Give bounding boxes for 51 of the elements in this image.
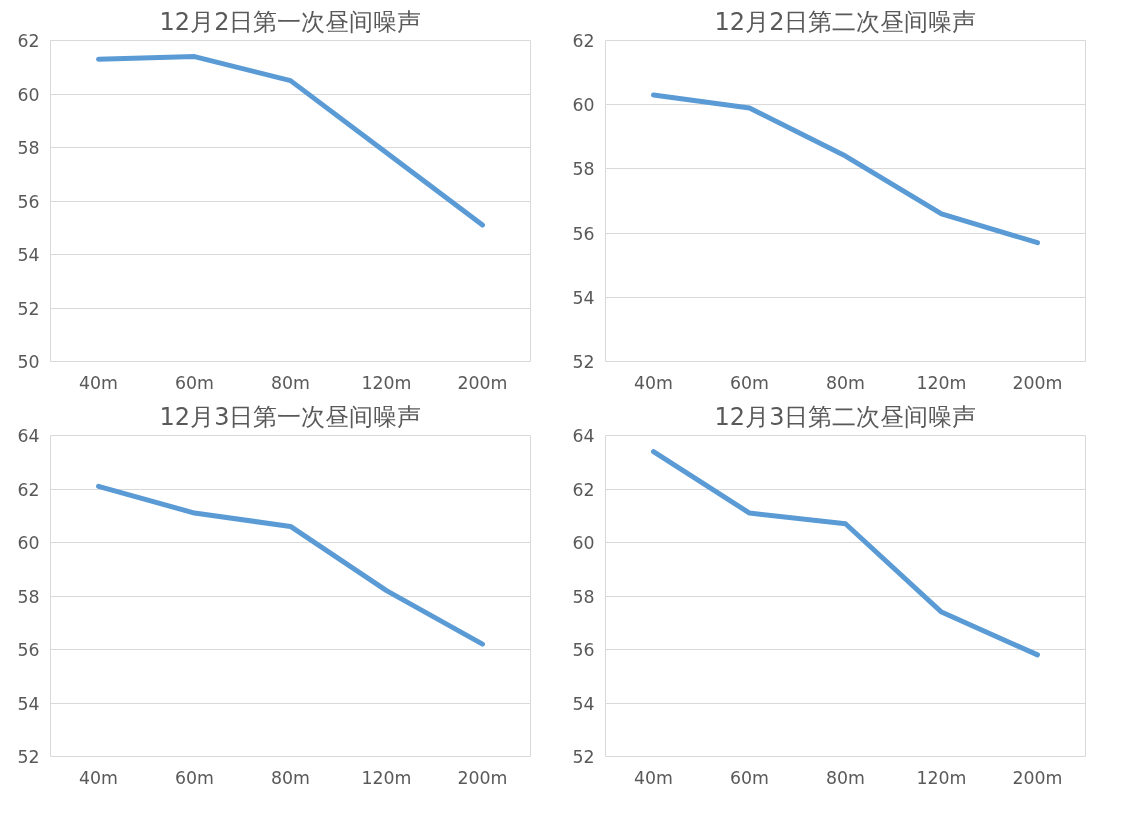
y-tick-label: 54: [17, 245, 40, 265]
y-tick-label: 52: [572, 747, 595, 767]
y-tick-label: 58: [572, 586, 595, 607]
x-tick-label: 200m: [1012, 767, 1063, 788]
x-tick-label: 40m: [79, 372, 118, 393]
y-tick-label: 58: [17, 138, 40, 158]
y-tick-label: 56: [17, 191, 40, 212]
y-tick-label: 52: [17, 298, 40, 319]
x-tick-label: 60m: [175, 372, 214, 393]
x-tick-label: 60m: [175, 767, 214, 788]
y-tick-label: 60: [17, 533, 40, 553]
x-tick-label: 40m: [634, 372, 673, 393]
x-tick-label: 60m: [730, 767, 769, 788]
x-tick-label: 120m: [361, 372, 412, 393]
y-tick-label: 54: [572, 287, 595, 308]
y-tick-label: 62: [17, 479, 40, 500]
y-tick-label: 54: [17, 693, 40, 714]
x-tick-label: 120m: [916, 372, 967, 393]
x-tick-label: 40m: [79, 767, 118, 788]
x-tick-label: 200m: [457, 372, 508, 393]
y-tick-label: 64: [17, 426, 40, 446]
y-tick-label: 60: [572, 533, 595, 553]
chart-title: 12月3日第一次昼间噪声: [159, 402, 422, 431]
x-tick-label: 80m: [271, 767, 310, 788]
chart-title: 12月2日第一次昼间噪声: [159, 7, 422, 36]
chart-title: 12月2日第二次昼间噪声: [714, 7, 977, 36]
x-tick-label: 200m: [457, 767, 508, 788]
x-tick-label: 120m: [361, 767, 412, 788]
x-tick-label: 80m: [826, 767, 865, 788]
y-tick-label: 54: [572, 693, 595, 714]
y-tick-label: 60: [572, 95, 595, 116]
y-tick-label: 58: [17, 586, 40, 607]
y-tick-label: 52: [572, 352, 595, 372]
y-tick-label: 56: [572, 223, 595, 244]
y-tick-label: 56: [17, 640, 40, 660]
x-tick-label: 60m: [730, 372, 769, 393]
chart-title: 12月3日第二次昼间噪声: [714, 402, 977, 431]
y-tick-label: 64: [572, 426, 595, 446]
y-tick-label: 56: [572, 640, 595, 660]
x-tick-label: 120m: [916, 767, 967, 788]
x-tick-label: 200m: [1012, 372, 1063, 393]
x-tick-label: 80m: [826, 372, 865, 393]
y-tick-label: 52: [17, 747, 40, 767]
x-tick-label: 40m: [634, 767, 673, 788]
y-tick-label: 60: [17, 84, 40, 105]
y-tick-label: 50: [17, 352, 40, 372]
x-tick-label: 80m: [271, 372, 310, 393]
y-tick-label: 58: [572, 159, 595, 180]
y-tick-label: 62: [572, 479, 595, 500]
y-tick-label: 62: [572, 31, 595, 51]
y-tick-label: 62: [17, 31, 40, 51]
